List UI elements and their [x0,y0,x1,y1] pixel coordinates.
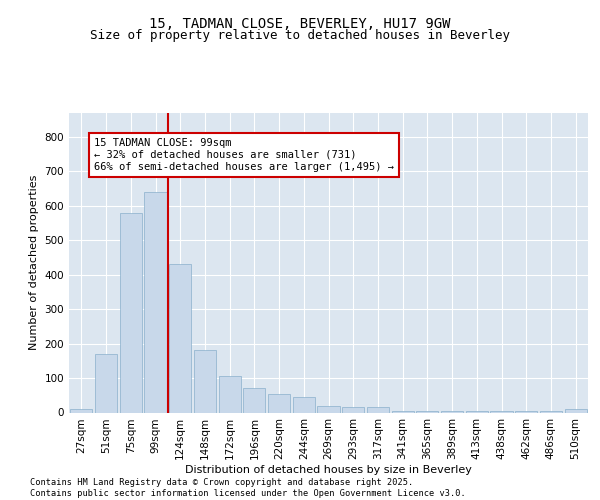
Bar [515,411,538,412]
Bar [293,397,315,412]
Bar [342,406,364,412]
Bar [218,376,241,412]
Bar [416,411,439,412]
Bar [392,411,414,412]
Bar [490,411,512,412]
Text: Size of property relative to detached houses in Beverley: Size of property relative to detached ho… [90,29,510,42]
Bar [367,406,389,412]
Bar [466,411,488,412]
Bar [169,264,191,412]
Bar [441,411,463,412]
Text: 15, TADMAN CLOSE, BEVERLEY, HU17 9GW: 15, TADMAN CLOSE, BEVERLEY, HU17 9GW [149,18,451,32]
Bar [145,192,167,412]
Bar [70,409,92,412]
Bar [317,406,340,412]
Text: 15 TADMAN CLOSE: 99sqm
← 32% of detached houses are smaller (731)
66% of semi-de: 15 TADMAN CLOSE: 99sqm ← 32% of detached… [94,138,394,172]
Text: Contains HM Land Registry data © Crown copyright and database right 2025.
Contai: Contains HM Land Registry data © Crown c… [30,478,466,498]
Bar [268,394,290,412]
Bar [119,212,142,412]
Y-axis label: Number of detached properties: Number of detached properties [29,175,39,350]
Bar [95,354,117,412]
Bar [540,411,562,412]
Bar [243,388,265,412]
Bar [565,409,587,412]
X-axis label: Distribution of detached houses by size in Beverley: Distribution of detached houses by size … [185,465,472,475]
Bar [194,350,216,412]
